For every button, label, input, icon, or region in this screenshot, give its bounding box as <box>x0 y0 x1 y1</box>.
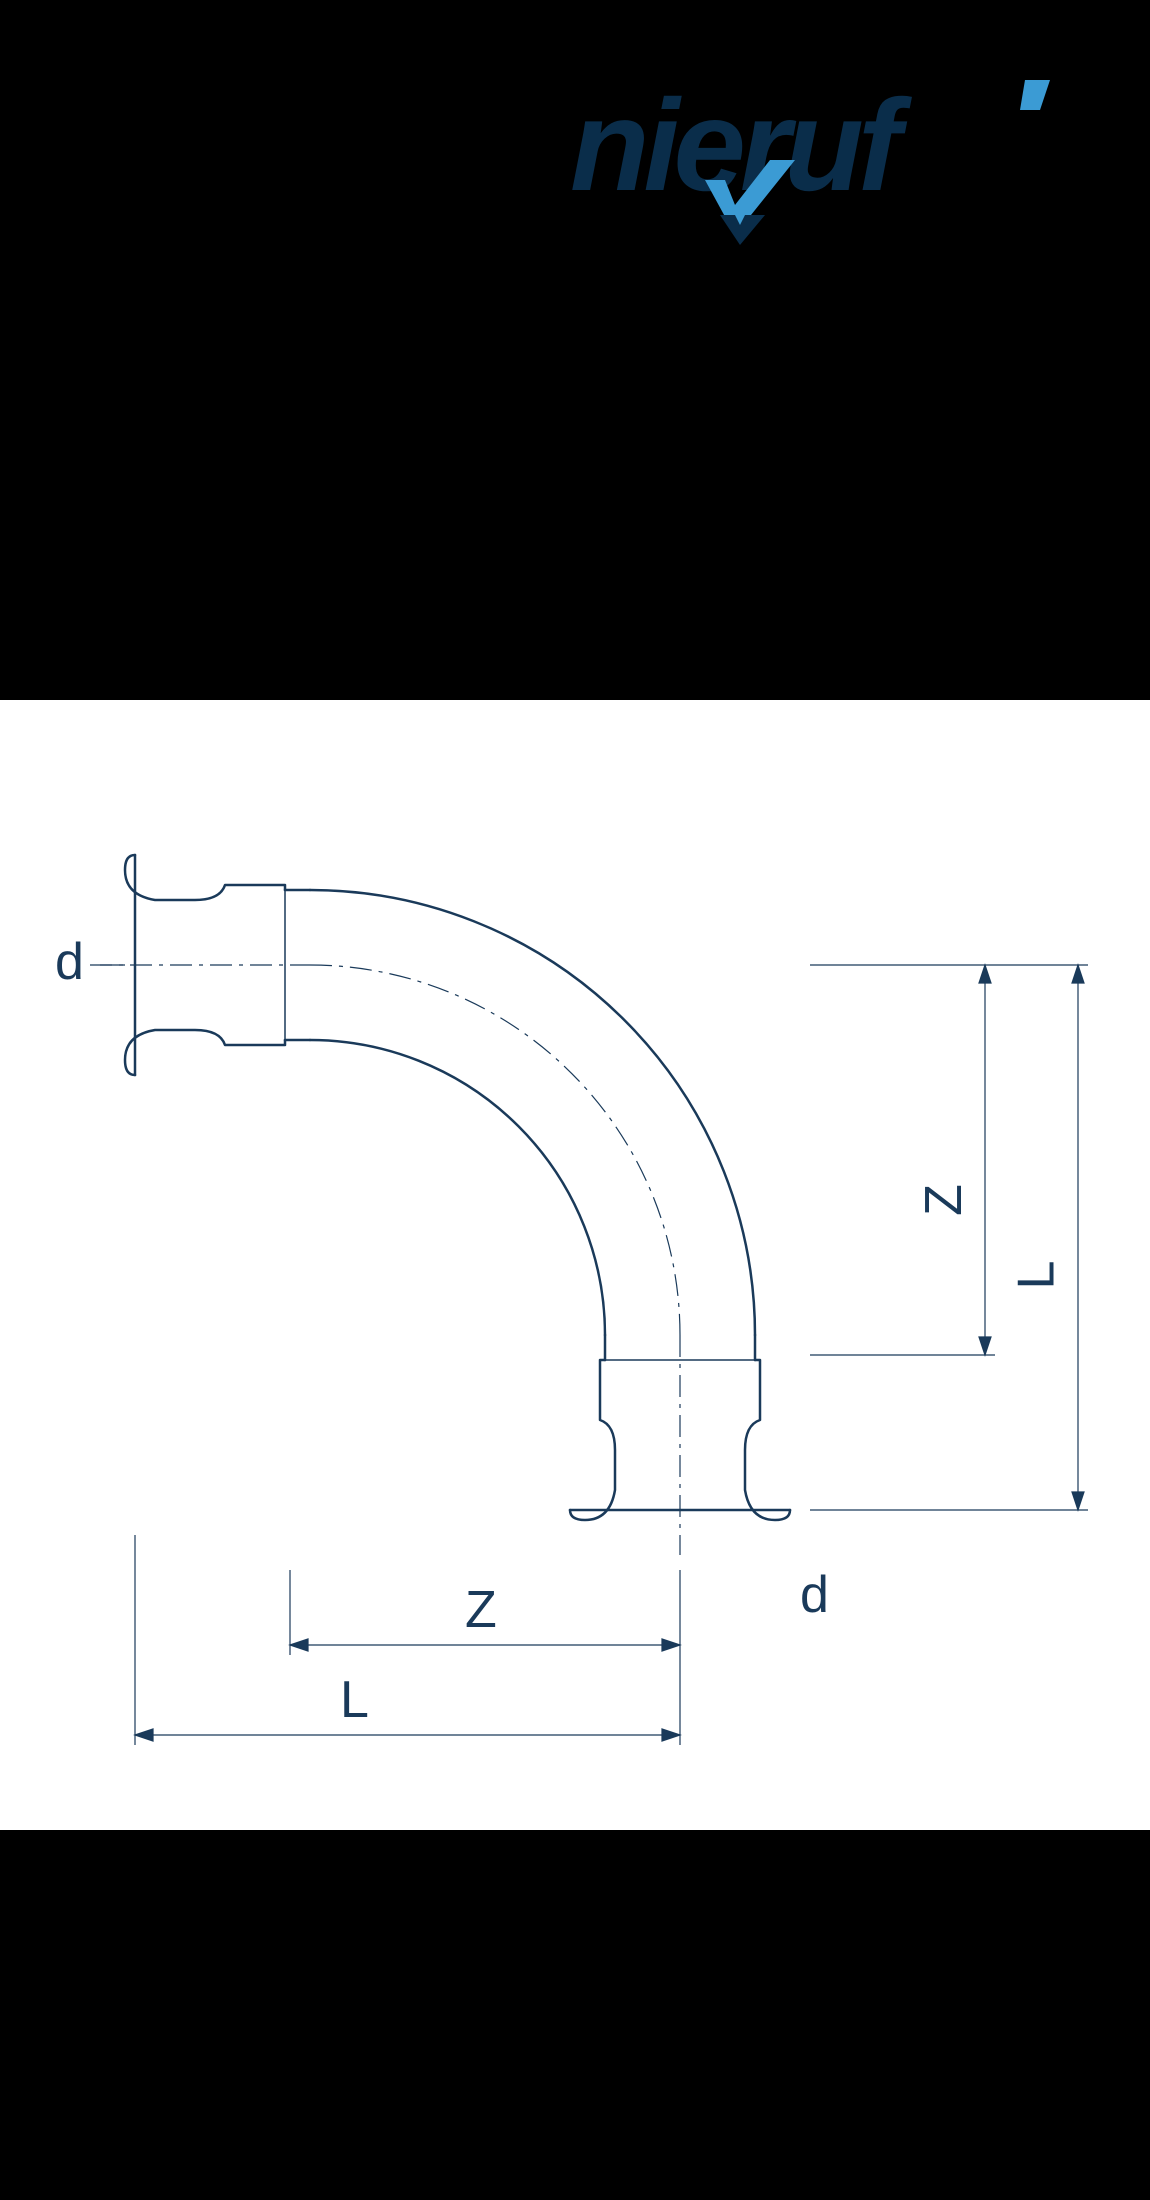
logo-text: nieruf <box>570 72 913 218</box>
dim-label-L-right: L <box>1006 1261 1066 1290</box>
dim-label-d-left: d <box>55 932 84 992</box>
elbow-drawing <box>0 700 1150 1830</box>
elbow-outline <box>125 855 790 1520</box>
dim-label-d-bottom: d <box>800 1565 829 1625</box>
brand-logo: nieruf <box>570 60 1070 240</box>
logo-accent-icon <box>1020 80 1050 110</box>
centerline <box>90 965 680 1555</box>
dimension-lines <box>100 965 1088 1745</box>
technical-diagram: d d Z L Z L <box>0 700 1150 1830</box>
dim-label-Z-bottom: Z <box>465 1580 497 1640</box>
dim-label-Z-right: Z <box>914 1184 974 1216</box>
dim-label-L-bottom: L <box>340 1670 369 1730</box>
